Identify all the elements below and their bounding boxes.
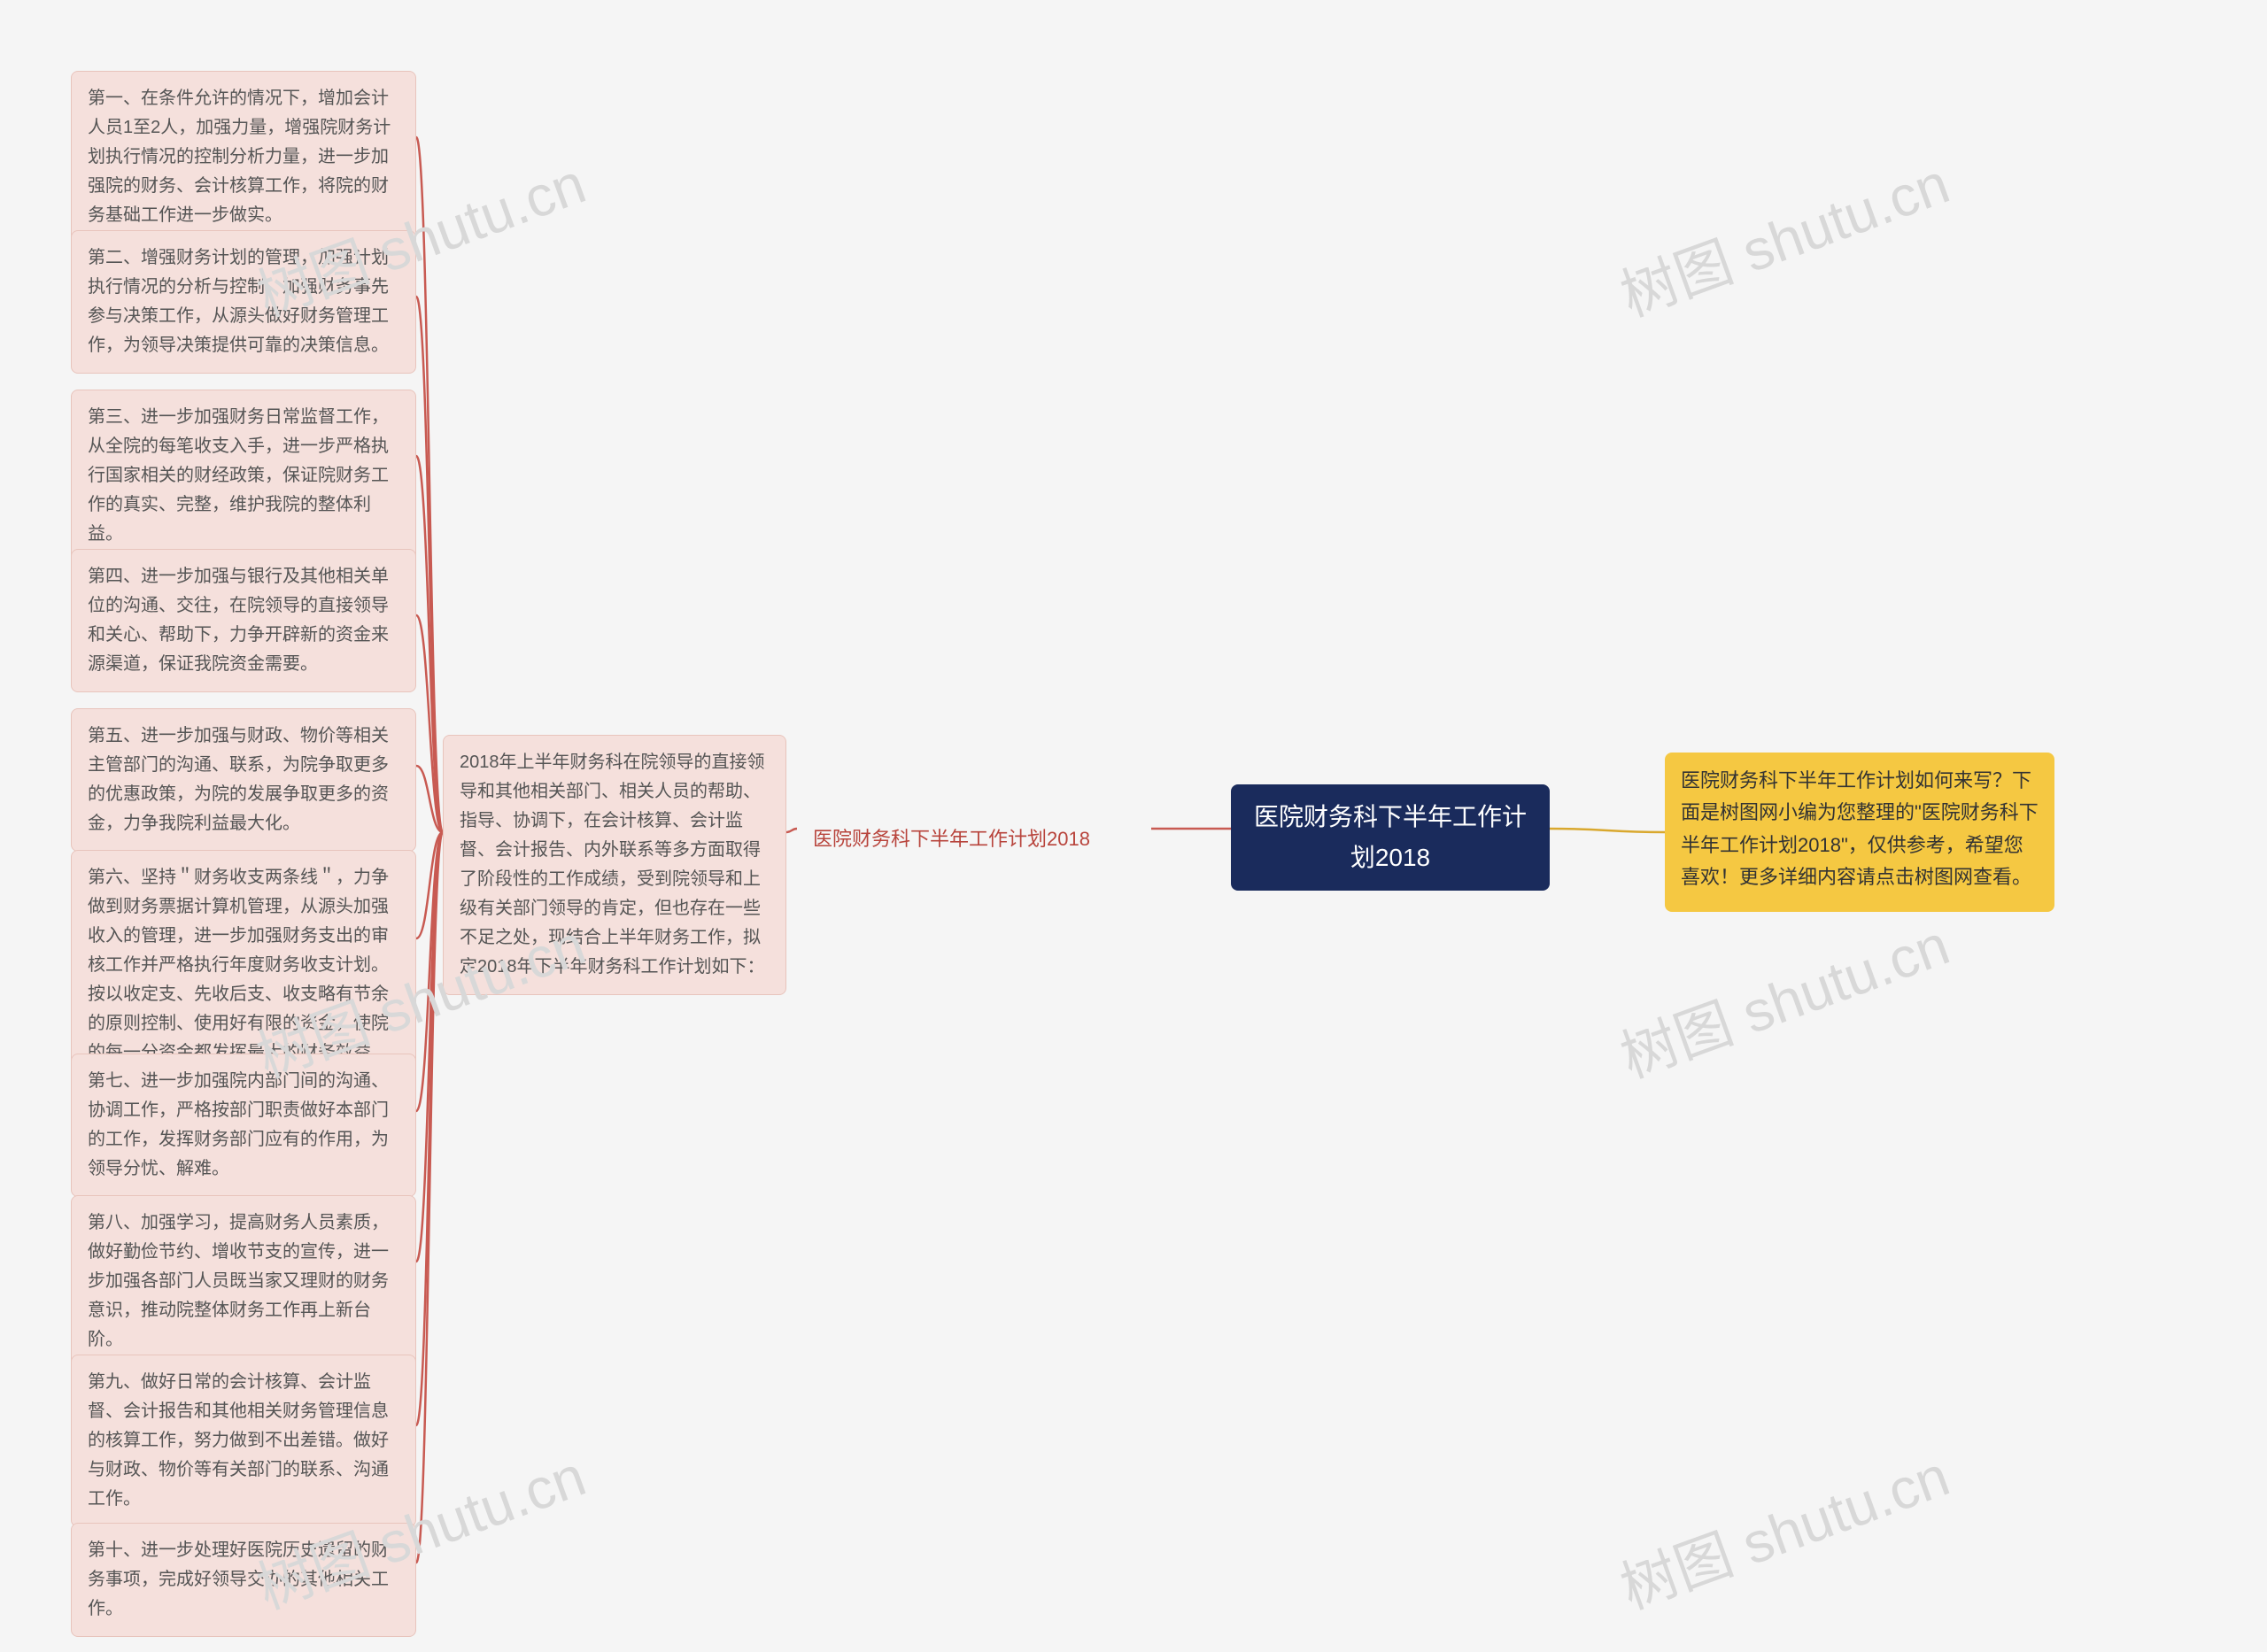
detail-item-text: 第三、进一步加强财务日常监督工作，从全院的每笔收支入手，进一步严格执行国家相关的… [88, 407, 389, 544]
detail-item-6[interactable]: 第六、坚持＂财务收支两条线＂，力争做到财务票据计算机管理，从源头加强收入的管理，… [71, 850, 416, 1081]
section-label-node[interactable]: 医院财务科下半年工作计划2018 [797, 811, 1151, 868]
detail-item-text: 第十、进一步处理好医院历史遗留的财务事项，完成好领导交办的其他相关工作。 [88, 1540, 389, 1618]
intro-node[interactable]: 2018年上半年财务科在院领导的直接领导和其他相关部门、相关人员的帮助、指导、协… [443, 735, 786, 995]
detail-item-3[interactable]: 第三、进一步加强财务日常监督工作，从全院的每笔收支入手，进一步严格执行国家相关的… [71, 390, 416, 562]
right-summary-node[interactable]: 医院财务科下半年工作计划如何来写？下面是树图网小编为您整理的"医院财务科下半年工… [1665, 753, 2054, 912]
watermark: 树图 shutu.cn [1608, 1431, 1959, 1625]
detail-item-text: 第七、进一步加强院内部门间的沟通、协调工作，严格按部门职责做好本部门的工作，发挥… [88, 1071, 389, 1178]
center-node[interactable]: 医院财务科下半年工作计划2018 [1231, 784, 1550, 891]
detail-item-2[interactable]: 第二、增强财务计划的管理，加强计划执行情况的分析与控制，加强财务事先参与决策工作… [71, 230, 416, 374]
watermark: 树图 shutu.cn [1608, 138, 1959, 332]
detail-item-text: 第一、在条件允许的情况下，增加会计人员1至2人，加强力量，增强院财务计划执行情况… [88, 89, 391, 225]
right-summary-text: 医院财务科下半年工作计划如何来写？下面是树图网小编为您整理的"医院财务科下半年工… [1681, 769, 2039, 888]
intro-text: 2018年上半年财务科在院领导的直接领导和其他相关部门、相关人员的帮助、指导、协… [460, 753, 765, 977]
detail-item-1[interactable]: 第一、在条件允许的情况下，增加会计人员1至2人，加强力量，增强院财务计划执行情况… [71, 71, 416, 243]
detail-item-5[interactable]: 第五、进一步加强与财政、物价等相关主管部门的沟通、联系，为院争取更多的优惠政策，… [71, 708, 416, 852]
detail-item-text: 第二、增强财务计划的管理，加强计划执行情况的分析与控制，加强财务事先参与决策工作… [88, 248, 389, 355]
detail-item-text: 第六、坚持＂财务收支两条线＂，力争做到财务票据计算机管理，从源头加强收入的管理，… [88, 868, 389, 1062]
detail-item-text: 第五、进一步加强与财政、物价等相关主管部门的沟通、联系，为院争取更多的优惠政策，… [88, 726, 389, 833]
detail-item-10[interactable]: 第十、进一步处理好医院历史遗留的财务事项，完成好领导交办的其他相关工作。 [71, 1523, 416, 1637]
detail-item-8[interactable]: 第八、加强学习，提高财务人员素质，做好勤俭节约、增收节支的宣传，进一步加强各部门… [71, 1195, 416, 1368]
section-label-text: 医院财务科下半年工作计划2018 [813, 823, 1090, 855]
detail-item-text: 第九、做好日常的会计核算、会计监督、会计报告和其他相关财务管理信息的核算工作，努… [88, 1372, 389, 1509]
detail-item-4[interactable]: 第四、进一步加强与银行及其他相关单位的沟通、交往，在院领导的直接领导和关心、帮助… [71, 549, 416, 692]
center-title: 医院财务科下半年工作计划2018 [1247, 797, 1534, 878]
detail-item-9[interactable]: 第九、做好日常的会计核算、会计监督、会计报告和其他相关财务管理信息的核算工作，努… [71, 1355, 416, 1527]
mindmap-canvas: 医院财务科下半年工作计划2018 医院财务科下半年工作计划如何来写？下面是树图网… [0, 0, 2267, 1652]
detail-item-7[interactable]: 第七、进一步加强院内部门间的沟通、协调工作，严格按部门职责做好本部门的工作，发挥… [71, 1054, 416, 1197]
detail-item-text: 第八、加强学习，提高财务人员素质，做好勤俭节约、增收节支的宣传，进一步加强各部门… [88, 1213, 389, 1349]
detail-item-text: 第四、进一步加强与银行及其他相关单位的沟通、交往，在院领导的直接领导和关心、帮助… [88, 567, 389, 674]
watermark: 树图 shutu.cn [1608, 899, 1959, 1093]
